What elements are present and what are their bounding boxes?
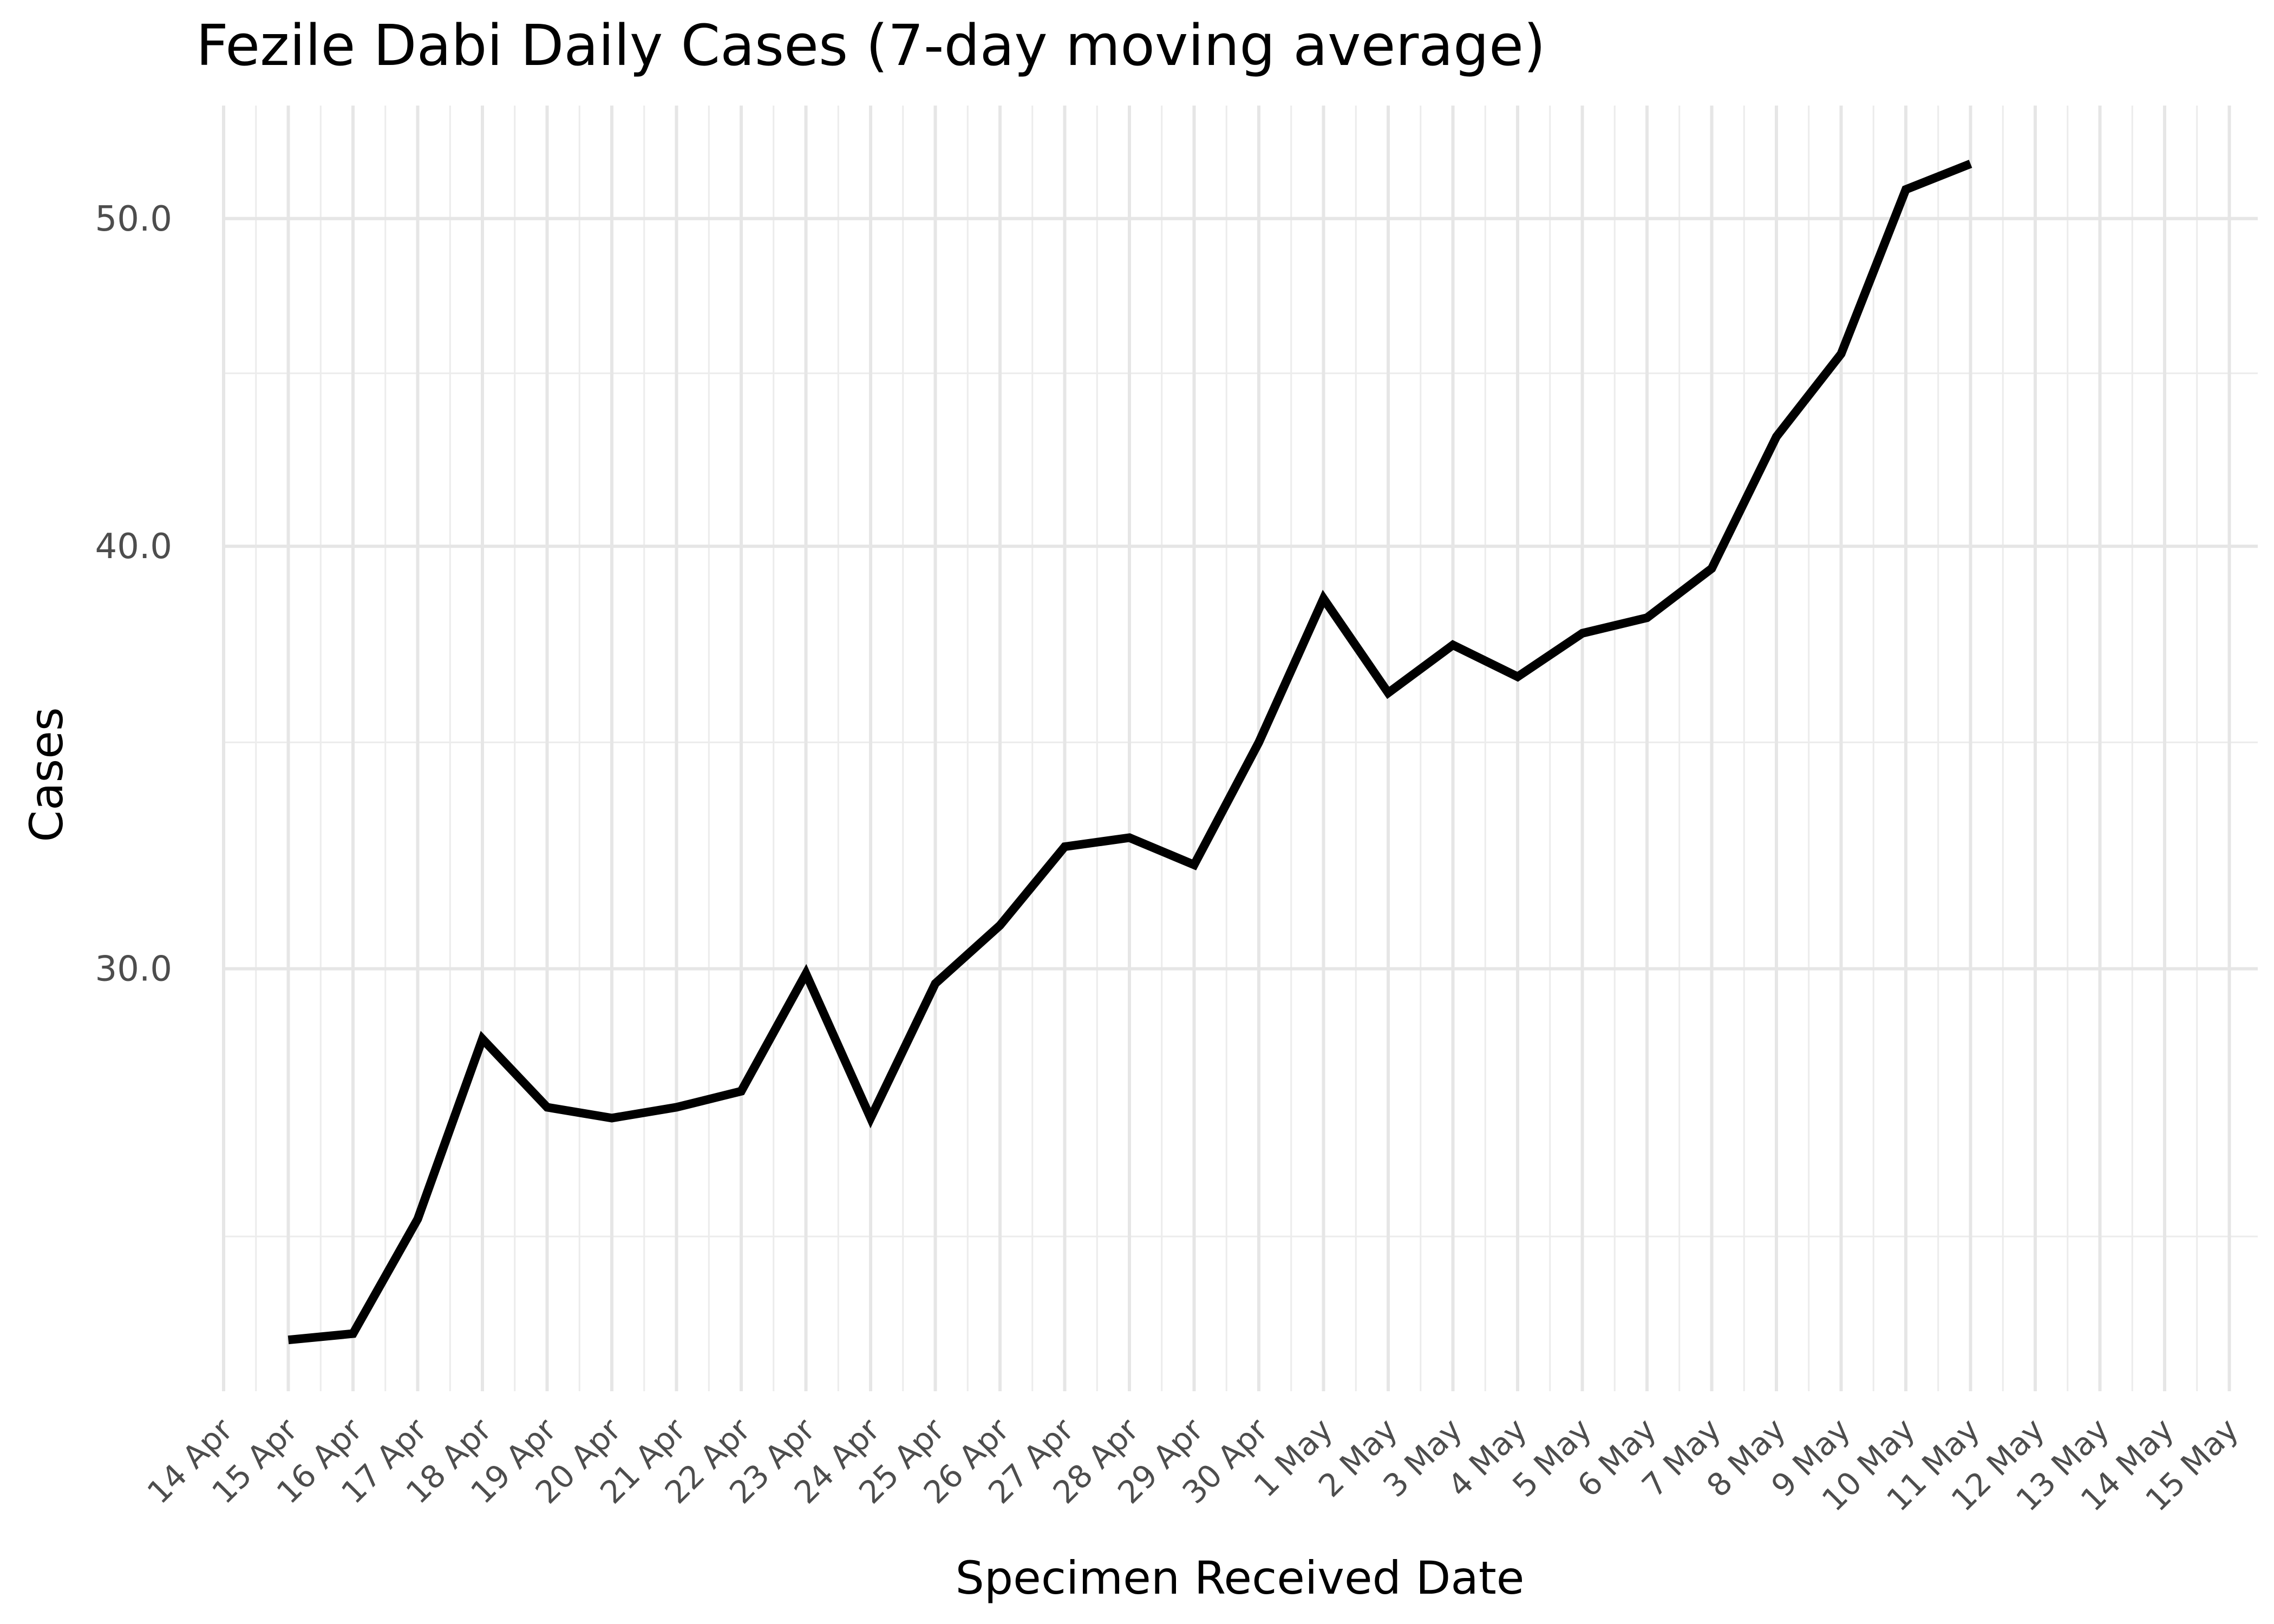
series-line — [287, 160, 1972, 1345]
x-axis-label: Specimen Received Date — [955, 1551, 1525, 1605]
y-axis-label-text: Cases — [20, 707, 73, 842]
y-tick-label: 50.0 — [95, 199, 173, 239]
chart-title: Fezile Dabi Daily Cases (7-day moving av… — [196, 12, 1546, 78]
y-tick-label: 30.0 — [95, 949, 173, 990]
y-tick-label: 40.0 — [95, 527, 173, 567]
